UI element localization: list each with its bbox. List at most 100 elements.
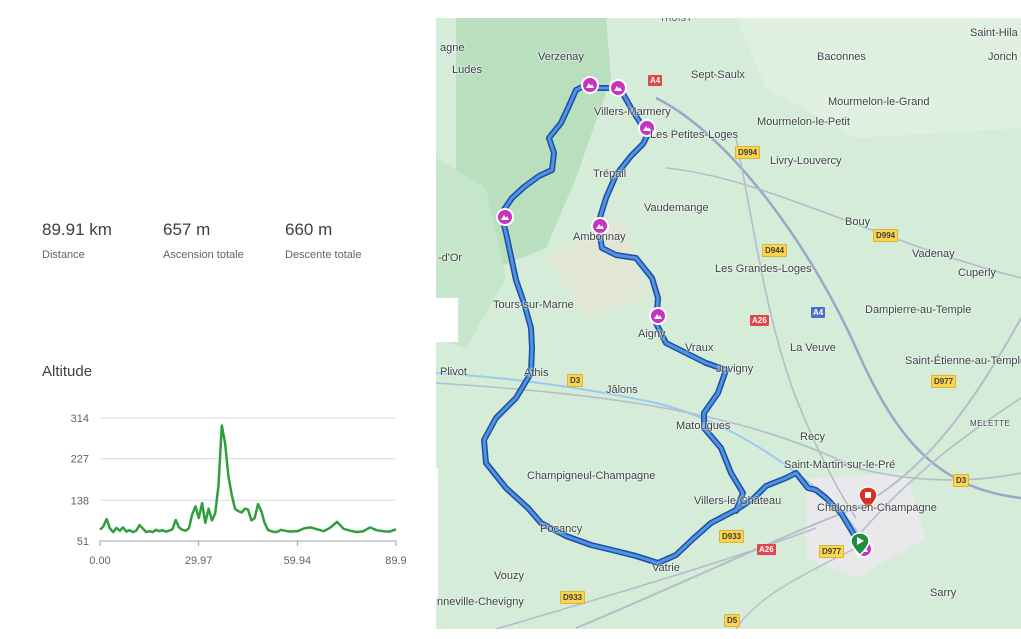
climb-marker (591, 217, 609, 235)
place-label: Villers-Marmery (594, 106, 671, 118)
place-label: Vouzy (494, 570, 524, 582)
place-label: Vadenay (912, 248, 955, 260)
climb-marker (638, 119, 656, 137)
place-label: Jâlons (606, 384, 638, 396)
road-badge: D994 (735, 146, 761, 159)
place-label: Athis (524, 367, 549, 379)
distance-label: Distance (42, 249, 85, 261)
place-label: Trépail (593, 168, 627, 180)
y-tick-label: 227 (71, 454, 89, 466)
place-label: MELETTE (970, 419, 1011, 428)
place-label: Tours-sur-Marne (493, 299, 574, 311)
place-label: Saint-Étienne-au-Temple (905, 355, 1021, 367)
ascent-label: Ascension totale (163, 249, 244, 261)
place-label: Pocancy (540, 523, 583, 535)
route-map[interactable]: THUISY Saint-Hila Jonch agne Verzenay Baconne… (436, 18, 1021, 629)
altitude-chart[interactable]: 314 227 138 51 0.00 29.97 59.94 89.9 (40, 405, 430, 605)
road-d3 (436, 382, 1021, 481)
place-label: Vraux (685, 342, 714, 354)
y-tick-label: 138 (71, 495, 89, 507)
place-label: Les Petites-Loges (650, 129, 739, 141)
road-badge: D5 (724, 614, 741, 627)
map-canvas (436, 18, 1021, 629)
road-badge: D933 (560, 591, 586, 604)
road-d977 (855, 397, 1021, 539)
place-label: Ludes (452, 64, 482, 76)
chart-y-ticks: 314 227 138 51 (71, 413, 89, 548)
road-a4 (655, 96, 1021, 500)
place-label: Saint-Hila (970, 27, 1018, 39)
road-badge: D944 (762, 244, 788, 257)
descent-stat: 660 m Descente totale (285, 220, 361, 261)
descent-value: 660 m (285, 220, 333, 239)
end-marker (858, 486, 878, 511)
road-badge: D977 (931, 375, 957, 388)
place-label: Châlons-en-Champagne (817, 502, 937, 514)
ascent-value: 657 m (163, 220, 211, 239)
road-badge: A26 (750, 315, 769, 326)
ascent-stat: 657 m Ascension totale (163, 220, 244, 261)
chart-x-ticks: 0.00 29.97 59.94 89.9 (89, 541, 407, 567)
place-label: Aigny (638, 328, 666, 340)
place-label: Plivot (440, 366, 467, 378)
place-label: agne (440, 42, 465, 54)
start-marker (850, 532, 870, 557)
place-label: Villers-le-Château (694, 495, 782, 507)
place-label: La Veuve (790, 342, 836, 354)
place-label: Sept-Saulx (691, 69, 745, 81)
x-tick-label: 0.00 (89, 555, 110, 567)
map-edge-overlay (422, 468, 438, 598)
y-tick-label: 314 (71, 413, 89, 425)
altitude-series-line (99, 424, 397, 534)
place-label: Recy (800, 431, 826, 443)
road-badge: A4 (811, 307, 826, 318)
cycling-route-highlight (482, 83, 868, 565)
road-badge: D994 (873, 229, 899, 242)
road-badge: D3 (567, 374, 584, 387)
x-tick-label: 59.94 (284, 555, 312, 567)
place-label: Livry-Louvercy (770, 155, 842, 167)
route-summary-panel: 89.91 km Distance 657 m Ascension totale… (0, 0, 436, 639)
forest-area (456, 18, 611, 268)
y-tick-label: 51 (77, 536, 89, 548)
road-badge: A26 (757, 544, 776, 555)
road-d994 (665, 167, 1021, 279)
road-badge: A4 (648, 75, 663, 86)
place-label: nneville-Chevigny (437, 596, 524, 608)
climb-marker (496, 208, 514, 226)
road-badge: D933 (719, 530, 745, 543)
map-edge-overlay (436, 298, 458, 342)
place-label: Cuperly (958, 267, 996, 279)
place-label: Sarry (930, 587, 957, 599)
road-d933 (495, 527, 817, 629)
place-label: -d'Or (438, 252, 463, 264)
distance-stat: 89.91 km Distance (42, 220, 112, 261)
place-label: Vaudemange (644, 202, 709, 214)
distance-value: 89.91 km (42, 220, 112, 239)
descent-label: Descente totale (285, 249, 362, 261)
place-label: Mourmelon-le-Grand (828, 96, 930, 108)
farmland-patch (736, 18, 1021, 138)
place-label: Mourmelon-le-Petit (757, 116, 850, 128)
place-label: Juvigny (716, 363, 754, 375)
x-tick-label: 89.9 (385, 555, 406, 567)
place-label: Jonch (988, 51, 1018, 63)
road-d944 (735, 137, 857, 519)
place-label: Verzenay (538, 51, 584, 63)
place-label: Ambonnay (573, 231, 626, 243)
road-a26 (575, 317, 1021, 629)
place-label: Dampierre-au-Temple (865, 304, 972, 316)
place-label: Les Grandes-Loges (715, 263, 812, 275)
place-label: Saint-Martin-sur-le-Pré (784, 459, 896, 471)
place-label: Vatrie (652, 562, 680, 574)
place-label: Matougues (676, 420, 731, 432)
chart-grid (100, 417, 396, 542)
place-label: Champigneul-Champagne (527, 470, 656, 482)
altitude-title: Altitude (42, 363, 93, 380)
x-tick-label: 29.97 (185, 555, 213, 567)
place-label: Baconnes (817, 51, 866, 63)
climb-marker (581, 76, 599, 94)
place-label: Bouy (845, 216, 871, 228)
climb-marker (649, 307, 667, 325)
road-badge: D977 (819, 545, 845, 558)
